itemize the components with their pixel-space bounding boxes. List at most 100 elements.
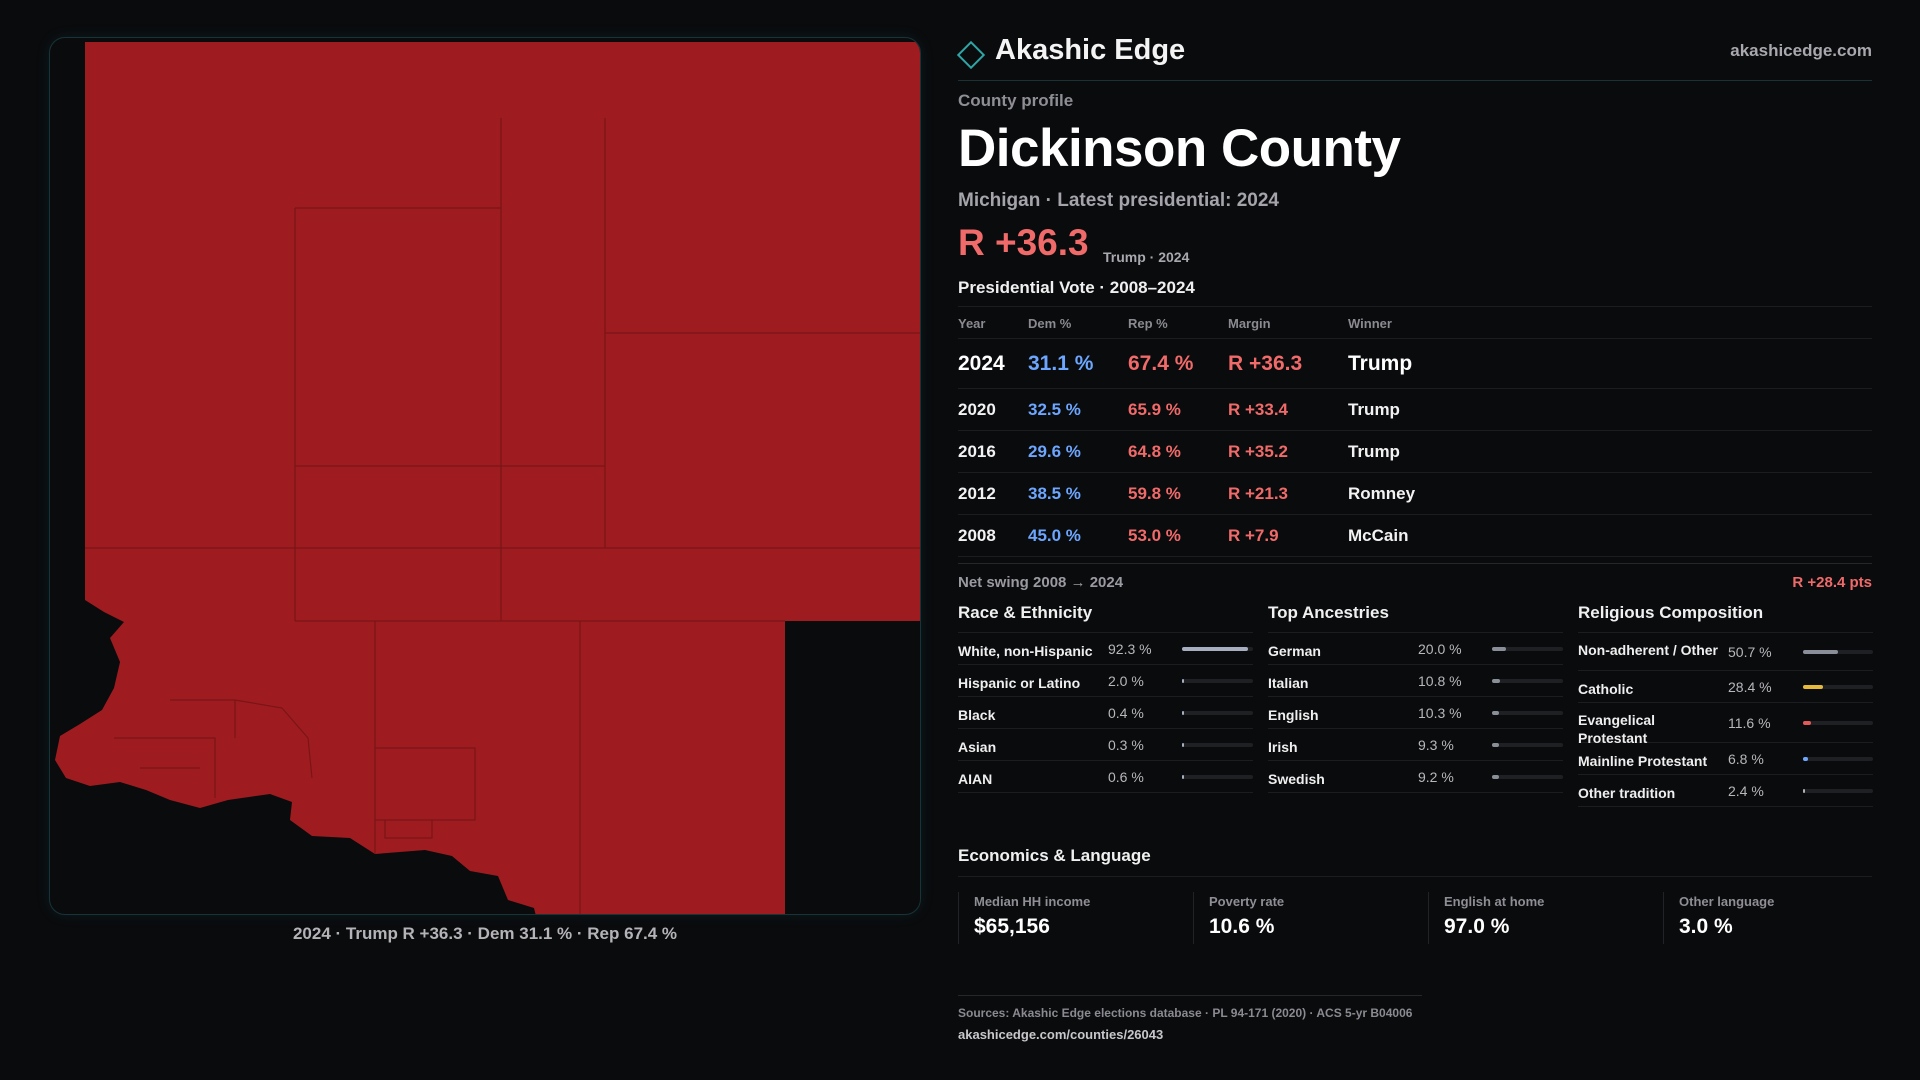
stat-bar-fill [1182,743,1184,747]
cell-dem: 32.5 % [1028,400,1081,419]
stat-label: AIAN [958,771,993,787]
stat-bar-fill [1803,757,1808,761]
stat-bar-track [1492,679,1563,683]
table-row[interactable]: 2008 45.0 % 53.0 % R +7.9 McCain [958,515,1872,557]
divider [958,876,1872,877]
econ-value: 97.0 % [1444,915,1510,938]
cell-dem: 31.1 % [1028,352,1094,375]
cell-margin: R +35.2 [1228,442,1289,461]
cell-year: 2008 [958,526,996,545]
stat-bar-fill [1182,775,1184,779]
col-header-year: Year [958,316,986,331]
ancestry-heading: Top Ancestries [1268,603,1563,633]
stat-label: Swedish [1268,771,1325,787]
stat-value: 10.8 % [1418,673,1462,689]
county-map[interactable] [49,37,921,915]
stat-row: Non-adherent / Other 50.7 % [1578,633,1873,671]
subdivision-lines [85,118,920,914]
cell-rep: 64.8 % [1128,442,1181,461]
econ-label: Median HH income [974,894,1091,909]
cell-margin: R +7.9 [1228,526,1279,545]
stat-row: Catholic 28.4 % [1578,671,1873,703]
economics-heading: Economics & Language [958,846,1151,865]
stat-bar-track [1803,650,1873,654]
stat-bar-fill [1492,775,1499,779]
brand-url-link[interactable]: akashicedge.com [1730,41,1872,60]
stat-label: Irish [1268,739,1298,755]
stat-bar-fill [1803,685,1823,689]
stat-bar-fill [1182,647,1248,651]
stat-bar-track [1803,789,1873,793]
cell-year: 2012 [958,484,996,503]
cell-winner: McCain [1348,526,1409,545]
divider [958,563,1872,564]
map-caption: 2024 · Trump R +36.3 · Dem 31.1 % · Rep … [292,924,678,943]
stat-bar-fill [1492,711,1500,715]
stat-value: 6.8 % [1728,751,1764,767]
profile-eyebrow: County profile [958,91,1074,110]
stat-row: German 20.0 % [1268,633,1563,665]
stat-bar-track [1182,711,1253,715]
headline-margin-note: Trump · 2024 [1103,249,1190,265]
stat-value: 20.0 % [1418,641,1462,657]
cell-winner: Romney [1348,484,1416,503]
stat-row: Swedish 9.2 % [1268,761,1563,793]
stat-label: English [1268,707,1319,723]
stat-row: Mainline Protestant 6.8 % [1578,743,1873,775]
race-ethnicity-heading: Race & Ethnicity [958,603,1253,633]
stat-bar-track [1182,775,1253,779]
vote-table-heading: Presidential Vote · 2008–2024 [958,278,1195,297]
stat-row: English 10.3 % [1268,697,1563,729]
stat-label: Evangelical Protestant [1578,712,1656,746]
stat-value: 2.0 % [1108,673,1144,689]
table-row[interactable]: 2024 31.1 % 67.4 % R +36.3 Trump [958,339,1872,389]
cell-year: 2020 [958,400,996,419]
col-header-margin: Margin [1228,316,1271,331]
econ-card-income: Median HH income $65,156 [958,892,1193,944]
stat-bar-track [1492,743,1563,747]
table-row[interactable]: 2016 29.6 % 64.8 % R +35.2 Trump [958,431,1872,473]
stat-value: 10.3 % [1418,705,1462,721]
brand-header: Akashic Edge akashicedge.com [956,30,1872,81]
brand-logo-icon [956,40,986,70]
stat-label: Italian [1268,675,1309,691]
econ-value: $65,156 [974,915,1050,938]
stat-value: 0.3 % [1108,737,1144,753]
county-map-svg [55,42,921,915]
stat-row: Black 0.4 % [958,697,1253,729]
stat-label: White, non-Hispanic [958,643,1093,659]
source-url-link[interactable]: akashicedge.com/counties/26043 [958,1027,1164,1042]
net-swing-label: Net swing 2008 → 2024 [958,574,1124,591]
stat-bar-track [1492,775,1563,779]
econ-card-poverty: Poverty rate 10.6 % [1193,892,1428,944]
cell-winner: Trump [1348,352,1413,375]
county-shape[interactable] [55,42,921,915]
stat-label: Asian [958,739,997,755]
stat-value: 92.3 % [1108,641,1152,657]
stat-label: Other tradition [1578,785,1676,801]
col-header-dem: Dem % [1028,316,1072,331]
table-row[interactable]: 2020 32.5 % 65.9 % R +33.4 Trump [958,389,1872,431]
stat-label: Mainline Protestant [1578,753,1708,769]
stat-label: Catholic [1578,681,1634,697]
stat-value: 11.6 % [1728,715,1771,731]
ancestry-section: Top Ancestries German 20.0 % Italian 10.8 %… [1268,603,1563,793]
econ-value: 3.0 % [1679,915,1733,938]
stat-value: 0.4 % [1108,705,1144,721]
page-subtitle: Michigan · Latest presidential: 2024 [958,190,1279,211]
stat-bar-track [1182,743,1253,747]
stat-row: White, non-Hispanic 92.3 % [958,633,1253,665]
stat-label: German [1268,643,1321,659]
table-row[interactable]: 2012 38.5 % 59.8 % R +21.3 Romney [958,473,1872,515]
religion-section: Religious Composition Non-adherent / Oth… [1578,603,1873,807]
cell-winner: Trump [1348,400,1400,419]
stat-bar-fill [1182,679,1184,683]
econ-label: English at home [1444,894,1545,909]
net-swing-value: R +28.4 pts [1792,574,1872,591]
stat-bar-track [1492,647,1563,651]
stat-bar-track [1803,721,1873,725]
cell-rep: 53.0 % [1128,526,1181,545]
stat-row: Hispanic or Latino 2.0 % [958,665,1253,697]
cell-rep: 67.4 % [1128,352,1194,375]
stat-value: 50.7 % [1728,644,1772,660]
